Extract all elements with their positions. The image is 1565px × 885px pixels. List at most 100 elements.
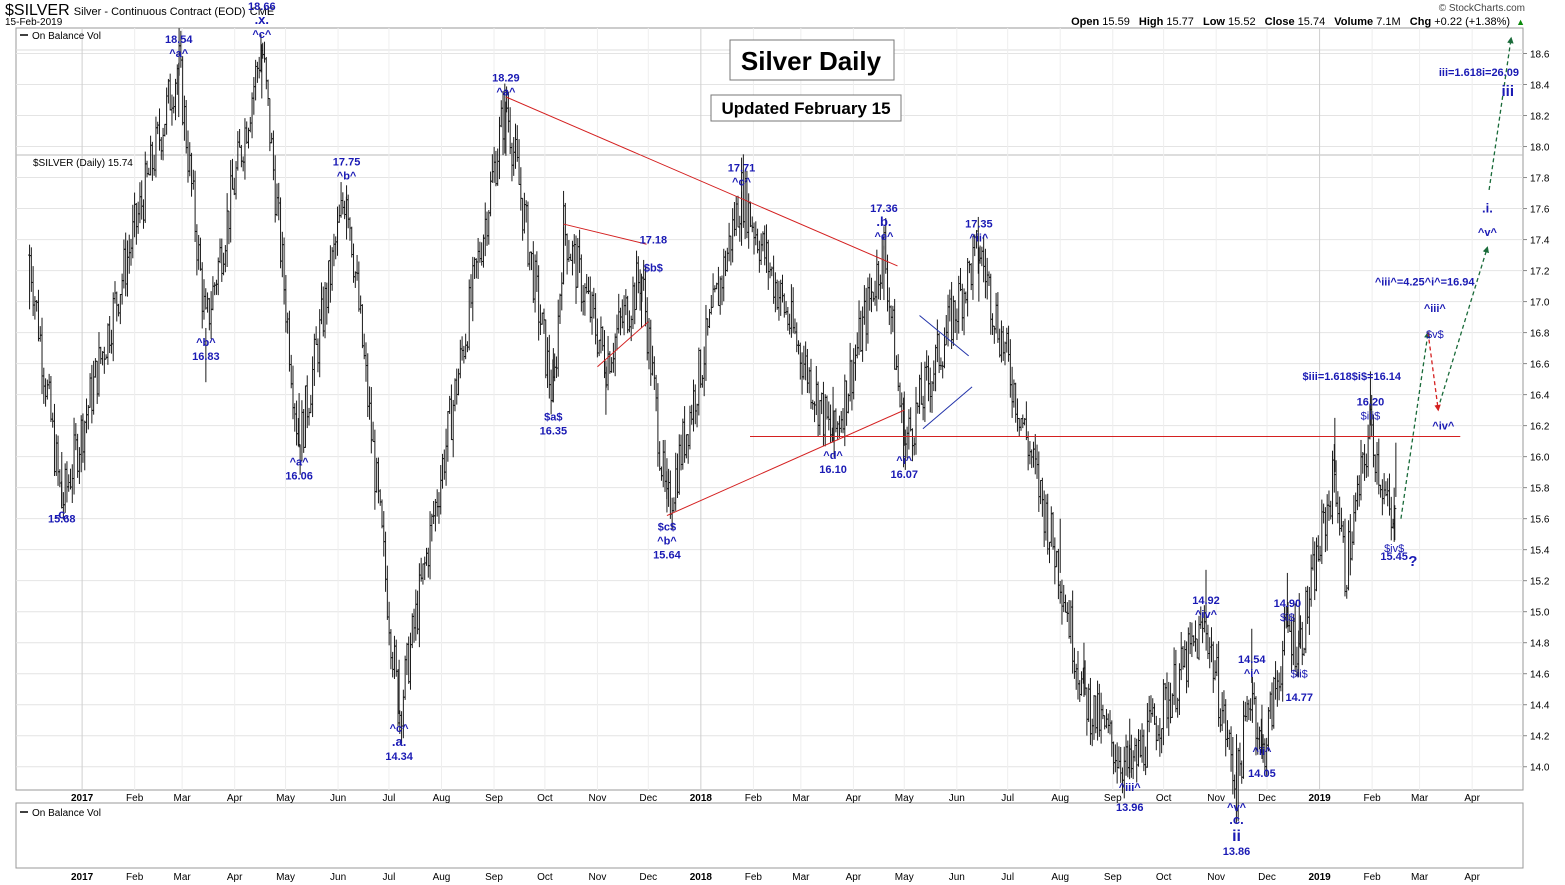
ohlc-bar bbox=[590, 291, 594, 335]
ohlc-bar bbox=[948, 289, 952, 322]
ohlc-bar bbox=[131, 204, 135, 259]
ohlc-bar bbox=[341, 192, 345, 215]
wave-label: 17.18 bbox=[640, 235, 668, 247]
ohlc-bar bbox=[323, 282, 327, 339]
y-tick-label: 17.6 bbox=[1530, 205, 1550, 216]
ohlc-bar bbox=[1044, 494, 1048, 541]
ohlc-bar bbox=[900, 392, 904, 424]
ohlc-bar bbox=[494, 150, 498, 187]
ohlc-bar bbox=[106, 323, 110, 365]
ohlc-bar bbox=[202, 279, 206, 320]
ohlc-bar bbox=[403, 655, 407, 700]
ohlc-bar bbox=[1195, 638, 1199, 659]
ohlc-bar bbox=[567, 240, 571, 263]
y-tick-label: 15.8 bbox=[1530, 484, 1550, 495]
ohlc-bar bbox=[804, 341, 808, 381]
ohlc-bar bbox=[449, 384, 453, 441]
ohlc-bar bbox=[1174, 649, 1178, 713]
ohlc-bar bbox=[225, 193, 229, 267]
ohlc-bar bbox=[1097, 683, 1101, 737]
ohlc-bar bbox=[360, 304, 364, 349]
ohlc-bar bbox=[925, 350, 929, 381]
ohlc-bar bbox=[408, 632, 412, 690]
wave-label: ^ii^ bbox=[1252, 746, 1272, 758]
ohlc-bar bbox=[1240, 760, 1244, 784]
ohlc-bar bbox=[254, 59, 258, 101]
ohlc-bar bbox=[489, 171, 493, 217]
ohlc-bar bbox=[190, 152, 194, 197]
wave-label: 17.71 bbox=[728, 163, 756, 175]
ohlc-bar bbox=[314, 326, 318, 345]
ohlc-bar bbox=[1386, 478, 1390, 507]
y-tick-label: 16.4 bbox=[1530, 391, 1550, 402]
ohlc-bar bbox=[991, 313, 995, 335]
ohlc-bar bbox=[416, 590, 420, 635]
ohlc-bar bbox=[1003, 341, 1007, 366]
price-bars bbox=[28, 28, 1397, 823]
ohlc-bar bbox=[1133, 737, 1137, 762]
ohlc-bar bbox=[592, 287, 596, 319]
ohlc-bar bbox=[305, 375, 309, 429]
wave-label: $a$ bbox=[544, 411, 562, 423]
ohlc-bar bbox=[248, 116, 252, 133]
ohlc-bar bbox=[1375, 442, 1379, 485]
subtitle-box bbox=[710, 94, 902, 122]
ohlc-bar bbox=[959, 267, 963, 292]
ohlc-bar bbox=[40, 317, 44, 395]
ohlc-bar bbox=[1350, 531, 1354, 561]
ohlc-bar bbox=[95, 360, 99, 404]
ohlc-bar bbox=[152, 154, 156, 176]
ohlc-bar bbox=[627, 310, 631, 333]
ohlc-bar bbox=[1076, 650, 1080, 700]
ohlc-bar bbox=[70, 464, 74, 504]
obv-panel-frame bbox=[15, 802, 1524, 869]
ohlc-bar bbox=[166, 78, 170, 104]
x-tick-label-bottom: Mar bbox=[1411, 872, 1429, 883]
ohlc-bar bbox=[679, 434, 683, 471]
wave-label: 15.68 bbox=[48, 514, 76, 526]
x-tick-label: 2018 bbox=[690, 793, 713, 804]
ohlc-bar bbox=[859, 310, 863, 352]
ohlc-bar bbox=[599, 316, 603, 354]
ohlc-bar bbox=[515, 125, 519, 162]
wave-label: ^d^ bbox=[823, 450, 843, 462]
ohlc-bar bbox=[214, 279, 218, 295]
ohlc-bar bbox=[1338, 496, 1342, 536]
ohlc-bar bbox=[681, 418, 685, 470]
ohlc-bar bbox=[423, 556, 427, 580]
ohlc-bar bbox=[133, 192, 137, 238]
x-tick-label-bottom: May bbox=[276, 872, 295, 883]
x-tick-label: 2019 bbox=[1308, 793, 1331, 804]
ohlc-bar bbox=[654, 374, 658, 412]
ohlc-bar bbox=[104, 354, 108, 360]
ohlc-bar bbox=[446, 411, 450, 462]
ohlc-bar bbox=[218, 238, 222, 264]
ohlc-bar bbox=[1272, 676, 1276, 729]
ohlc-bar bbox=[611, 342, 615, 373]
ohlc-bar bbox=[716, 266, 720, 307]
ohlc-bar bbox=[364, 342, 368, 382]
ohlc-bar bbox=[686, 434, 690, 464]
ohlc-bar bbox=[204, 288, 208, 310]
x-tick-label: Sep bbox=[1104, 793, 1122, 804]
ohlc-bar bbox=[960, 283, 964, 331]
ohlc-bar bbox=[442, 449, 446, 480]
ohlc-bar bbox=[526, 201, 530, 267]
projection-arrow bbox=[1427, 332, 1441, 412]
ohlc-bar bbox=[1231, 737, 1235, 795]
ohlc-bar bbox=[816, 381, 820, 437]
symbol: $SILVER bbox=[5, 2, 70, 19]
y-tick-label: 16.6 bbox=[1530, 360, 1550, 371]
x-tick-label-bottom: Dec bbox=[1258, 872, 1276, 883]
ohlc-bar bbox=[1224, 699, 1228, 757]
ohlc-bar bbox=[321, 286, 325, 337]
ohlc-bar bbox=[241, 156, 245, 172]
ohlc-bar bbox=[1315, 537, 1319, 592]
ohlc-bar bbox=[1185, 641, 1189, 694]
ohlc-bar bbox=[718, 276, 722, 315]
ohlc-bar bbox=[766, 239, 770, 290]
ohlc-bar bbox=[293, 403, 297, 432]
ohlc-bar bbox=[1124, 734, 1128, 776]
ohlc-bar bbox=[483, 202, 487, 257]
